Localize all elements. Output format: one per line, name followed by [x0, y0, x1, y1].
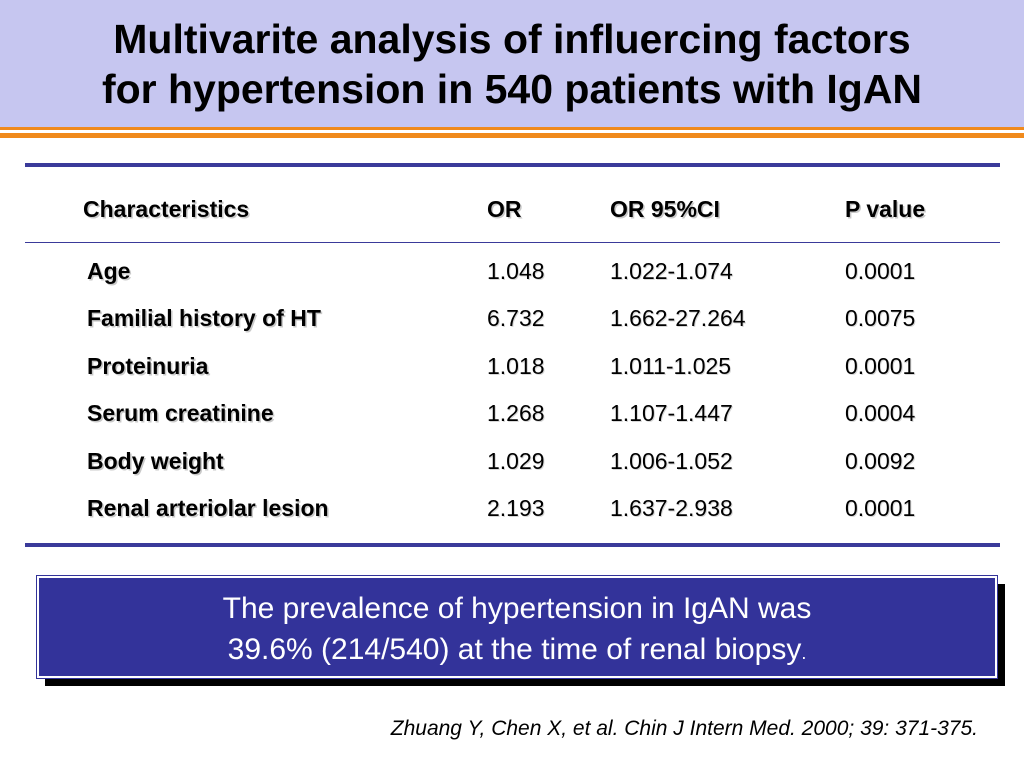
row-or: 1.048 — [487, 258, 545, 284]
row-p: 0.0092 — [845, 448, 916, 474]
header-characteristics: Characteristics — [83, 196, 250, 222]
row-label: Renal arteriolar lesion — [87, 495, 329, 521]
row-or: 1.268 — [487, 400, 545, 426]
prevalence-callout: The prevalence of hypertension in IgAN w… — [37, 576, 997, 678]
callout-line-2: 39.6% (214/540) at the time of renal bio… — [39, 629, 995, 674]
table-rule-bottom — [25, 543, 1000, 547]
row-or: 6.732 — [487, 305, 545, 331]
header-or: OR — [487, 196, 522, 222]
title-line-2: for hypertension in 540 patients with Ig… — [101, 66, 923, 112]
row-p: 0.0004 — [845, 400, 916, 426]
row-or: 1.029 — [487, 448, 545, 474]
callout-text: The prevalence of hypertension in IgAN w… — [39, 588, 995, 674]
title-line-1: Multivarite analysis of influercing fact… — [113, 16, 911, 62]
row-ci: 1.011-1.025 — [610, 353, 732, 379]
row-label: Familial history of HT — [87, 305, 321, 331]
callout-period: . — [801, 643, 807, 663]
header-or-ci: OR 95%CI — [610, 196, 720, 222]
row-p: 0.0001 — [845, 353, 916, 379]
row-ci: 1.022-1.074 — [610, 258, 733, 284]
orange-divider-thin — [0, 127, 1024, 130]
row-ci: 1.107-1.447 — [610, 400, 733, 426]
row-ci: 1.662-27.264 — [610, 305, 746, 331]
row-ci: 1.637-2.938 — [610, 495, 733, 521]
row-label: Body weight — [87, 448, 224, 474]
row-label: Proteinuria — [87, 353, 209, 379]
title-band — [0, 0, 1024, 128]
row-p: 0.0001 — [845, 495, 916, 521]
row-or: 2.193 — [487, 495, 545, 521]
row-ci: 1.006-1.052 — [610, 448, 733, 474]
callout-line-2-text: 39.6% (214/540) at the time of renal bio… — [227, 633, 802, 666]
row-label: Age — [87, 258, 131, 284]
header-p-value: P value — [845, 196, 926, 222]
orange-divider-thick — [0, 133, 1024, 138]
row-label: Serum creatinine — [87, 400, 274, 426]
callout-line-1: The prevalence of hypertension in IgAN w… — [222, 592, 812, 625]
table-rule-header — [25, 242, 1000, 243]
row-p: 0.0001 — [845, 258, 916, 284]
citation: Zhuang Y, Chen X, et al. Chin J Intern M… — [390, 717, 978, 740]
row-p: 0.0075 — [845, 305, 916, 331]
row-or: 1.018 — [487, 353, 545, 379]
table-rule-top — [25, 163, 1000, 167]
slide-title: Multivarite analysis of influercing fact… — [0, 14, 1024, 114]
